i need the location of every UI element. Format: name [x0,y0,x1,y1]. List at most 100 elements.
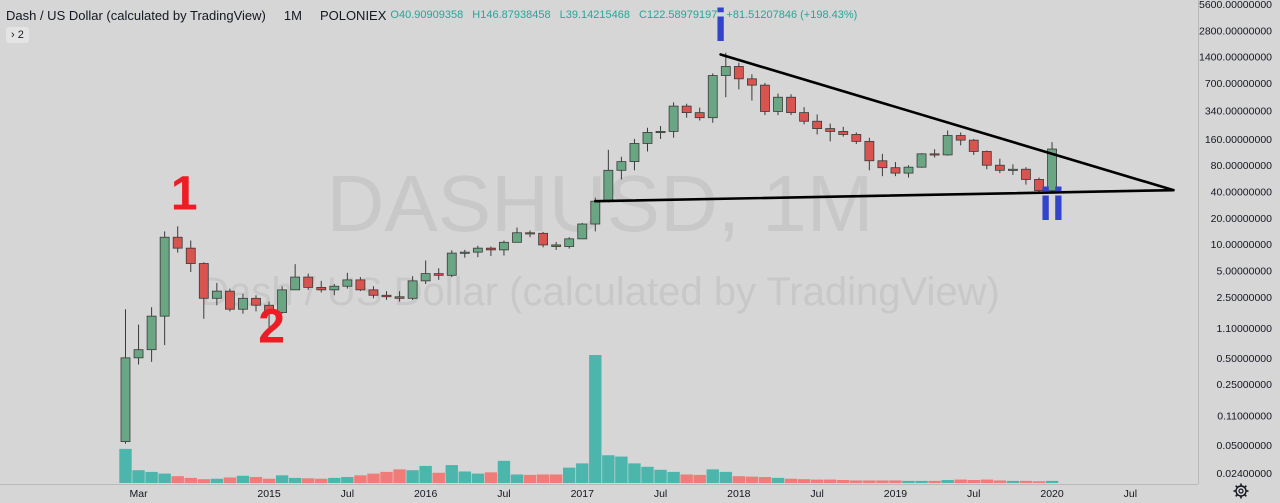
candle [616,156,627,180]
price-tick-label: 80.00000000 [1211,160,1272,172]
time-tick-label: Jul [341,488,354,500]
candle [812,114,823,135]
trendline[interactable] [719,53,1175,192]
candle [720,52,731,98]
volume-bar [902,480,915,483]
volume-bar [445,465,458,483]
candles [120,52,1057,444]
candle-body [707,75,718,119]
volume-bar [210,478,224,483]
candle [903,165,914,178]
volume-bar [706,469,719,483]
gear-icon[interactable] [1232,482,1250,500]
candle-body [642,132,653,144]
symbol-title: Dash / US Dollar (calculated by TradingV… [6,7,266,23]
candle [407,276,418,300]
candle [786,94,796,116]
volume-bar [249,477,263,483]
volume-bar [967,480,980,483]
time-axis[interactable] [0,484,1198,503]
candle-body [303,276,314,288]
volume-bar [810,479,824,483]
candle-body [590,200,601,225]
watermark-description: Dash / US Dollar (calculated by TradingV… [200,270,1000,314]
indicators-collapse-button[interactable]: › 2 [6,27,29,43]
candle-body [825,128,836,132]
candle [603,149,614,203]
candle [981,150,992,170]
volume-bar [354,475,367,483]
volume-bar [654,469,667,483]
candle-body [864,140,875,162]
candle [825,123,836,142]
volume-bar [471,473,485,483]
candle-body [1034,179,1044,192]
volume-bar [615,456,628,483]
candle [277,286,288,314]
candle-body [407,280,418,299]
candle-body [446,252,457,276]
time-tick-label: 2018 [727,488,751,500]
volume-bar [641,466,654,483]
candle [551,241,562,250]
volume-bar [771,477,785,483]
candle-body [420,273,431,282]
candle-body [485,247,496,251]
volume-bar [497,460,511,483]
price-tick-label: 0.50000000 [1217,353,1273,365]
candle [120,309,131,444]
volume-bar [1032,481,1046,483]
candle [512,227,522,243]
annotation-label-2: 2 [258,300,285,353]
candle-body [133,349,144,359]
volume-bar [784,478,798,483]
price-tick-label: 0.25000000 [1217,379,1273,391]
volume-bar [132,470,145,483]
time-tick-label: 2019 [884,488,908,500]
trendline[interactable] [593,188,1175,203]
candle-body [681,105,692,114]
candle-body [733,66,744,80]
volume-bar [367,473,380,483]
volume-bar [680,474,693,483]
candle-body [251,297,261,306]
candle [629,138,640,171]
volume-bar [341,477,354,483]
annotation-label-1: 1 [171,167,198,220]
price-tick-label: 40.00000000 [1211,187,1272,199]
volume-bar [693,474,706,483]
candle-body [564,238,575,247]
volume-bar [393,469,406,483]
candle [211,282,222,306]
candle [733,62,744,90]
time-tick-label: 2015 [257,488,281,500]
volume-bar [523,474,537,483]
candle [694,107,705,121]
candle-body [1008,168,1018,171]
volume-bar [745,476,759,483]
candle-body [1047,148,1057,192]
candle [303,273,314,290]
candle-body [172,236,183,249]
volume-bar [380,471,393,483]
trendlines[interactable] [593,53,1175,203]
price-tick-label: 5.00000000 [1217,265,1273,277]
candle [146,307,157,362]
price-tick-label: 20.00000000 [1211,213,1272,225]
volume-bar [667,471,680,483]
volume-bar [863,480,876,483]
volume-bar [876,480,889,483]
volume-bar [484,472,498,483]
volume-bar [328,477,341,483]
volume-bars [119,355,1059,483]
candle-body [264,304,274,313]
candle-body [290,276,301,291]
price-axis[interactable] [1198,0,1280,484]
interval-label[interactable]: 1M [283,7,302,23]
candle [394,291,405,302]
candle-body [342,279,353,287]
candle [747,74,757,101]
time-tick-label: Jul [654,488,667,500]
candle-body [720,66,731,76]
